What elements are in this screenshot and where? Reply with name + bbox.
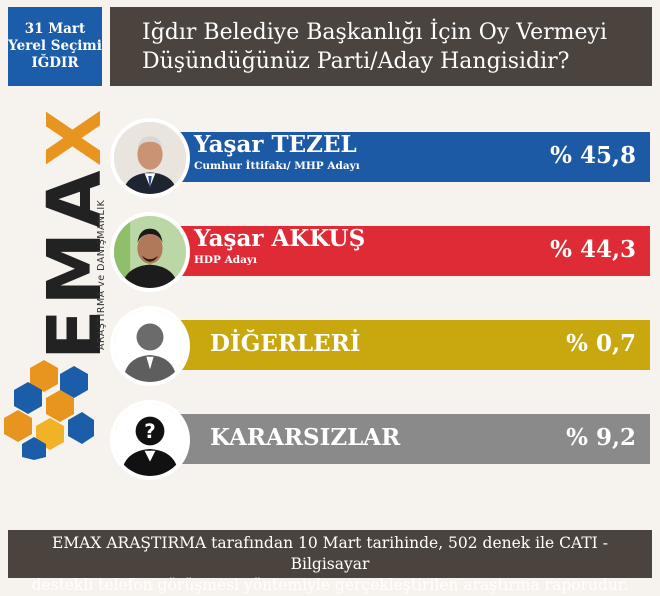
category-name: DİĞERLERİ [210, 330, 361, 357]
result-bar: KARARSIZLAR % 9,2 [174, 414, 650, 464]
election-line: Yerel Seçimi [8, 38, 102, 54]
unknown-person-icon: ? [110, 400, 190, 480]
date-line: 31 Mart [24, 21, 86, 37]
brand-subtitle: ARAŞTIRMA ve DANIŞMANLIK [96, 199, 107, 350]
category-name: KARARSIZLAR [210, 424, 401, 451]
hexagon-logo-icon [4, 360, 94, 460]
result-row: Yaşar TEZEL Cumhur İttifakı/ MHP Adayı %… [110, 118, 650, 198]
person-silhouette-icon [110, 306, 190, 386]
candidate-party: HDP Adayı [194, 254, 257, 266]
title-line-1: Iğdır Belediye Başkanlığı İçin Oy Vermey… [142, 19, 607, 45]
result-row: Yaşar AKKUŞ HDP Adayı % 44,3 [110, 212, 650, 292]
value-label: % 0,7 [566, 330, 636, 357]
candidate-party: Cumhur İttifakı/ MHP Adayı [194, 160, 360, 172]
result-bar: Yaşar AKKUŞ HDP Adayı % 44,3 [174, 226, 650, 276]
candidate-label: Yaşar TEZEL Cumhur İttifakı/ MHP Adayı [194, 132, 360, 174]
result-bar: DİĞERLERİ % 0,7 [174, 320, 650, 370]
candidate-photo-icon [110, 212, 190, 292]
value-label: % 9,2 [566, 424, 636, 451]
candidate-photo-icon [110, 118, 190, 198]
result-bar: Yaşar TEZEL Cumhur İttifakı/ MHP Adayı %… [174, 132, 650, 182]
value-label: % 45,8 [550, 142, 636, 169]
result-row: DİĞERLERİ % 0,7 [110, 306, 650, 386]
value-label: % 44,3 [550, 236, 636, 263]
footer-line-1: EMAX ARAŞTIRMA tarafından 10 Mart tarihi… [52, 534, 608, 573]
svg-text:?: ? [144, 420, 155, 443]
result-row: KARARSIZLAR % 9,2 ? [110, 400, 650, 480]
candidate-name: Yaşar AKKUŞ [194, 225, 366, 252]
title-line-2: Düşündüğünüz Parti/Aday Hangisidir? [142, 48, 570, 74]
footer-line-2: destekli telefon görüşmesi yöntemiyle ge… [31, 576, 629, 594]
methodology-note: EMAX ARAŞTIRMA tarafından 10 Mart tarihi… [8, 530, 652, 594]
city-line: IĞDIR [31, 55, 79, 71]
candidate-name: Yaşar TEZEL [194, 131, 357, 158]
wordmark-accent: X [32, 105, 118, 167]
question-title: Iğdır Belediye Başkanlığı İçin Oy Vermey… [110, 7, 652, 86]
candidate-label: Yaşar AKKUŞ HDP Adayı [194, 226, 365, 268]
date-badge: 31 Mart Yerel Seçimi IĞDIR [8, 7, 102, 86]
